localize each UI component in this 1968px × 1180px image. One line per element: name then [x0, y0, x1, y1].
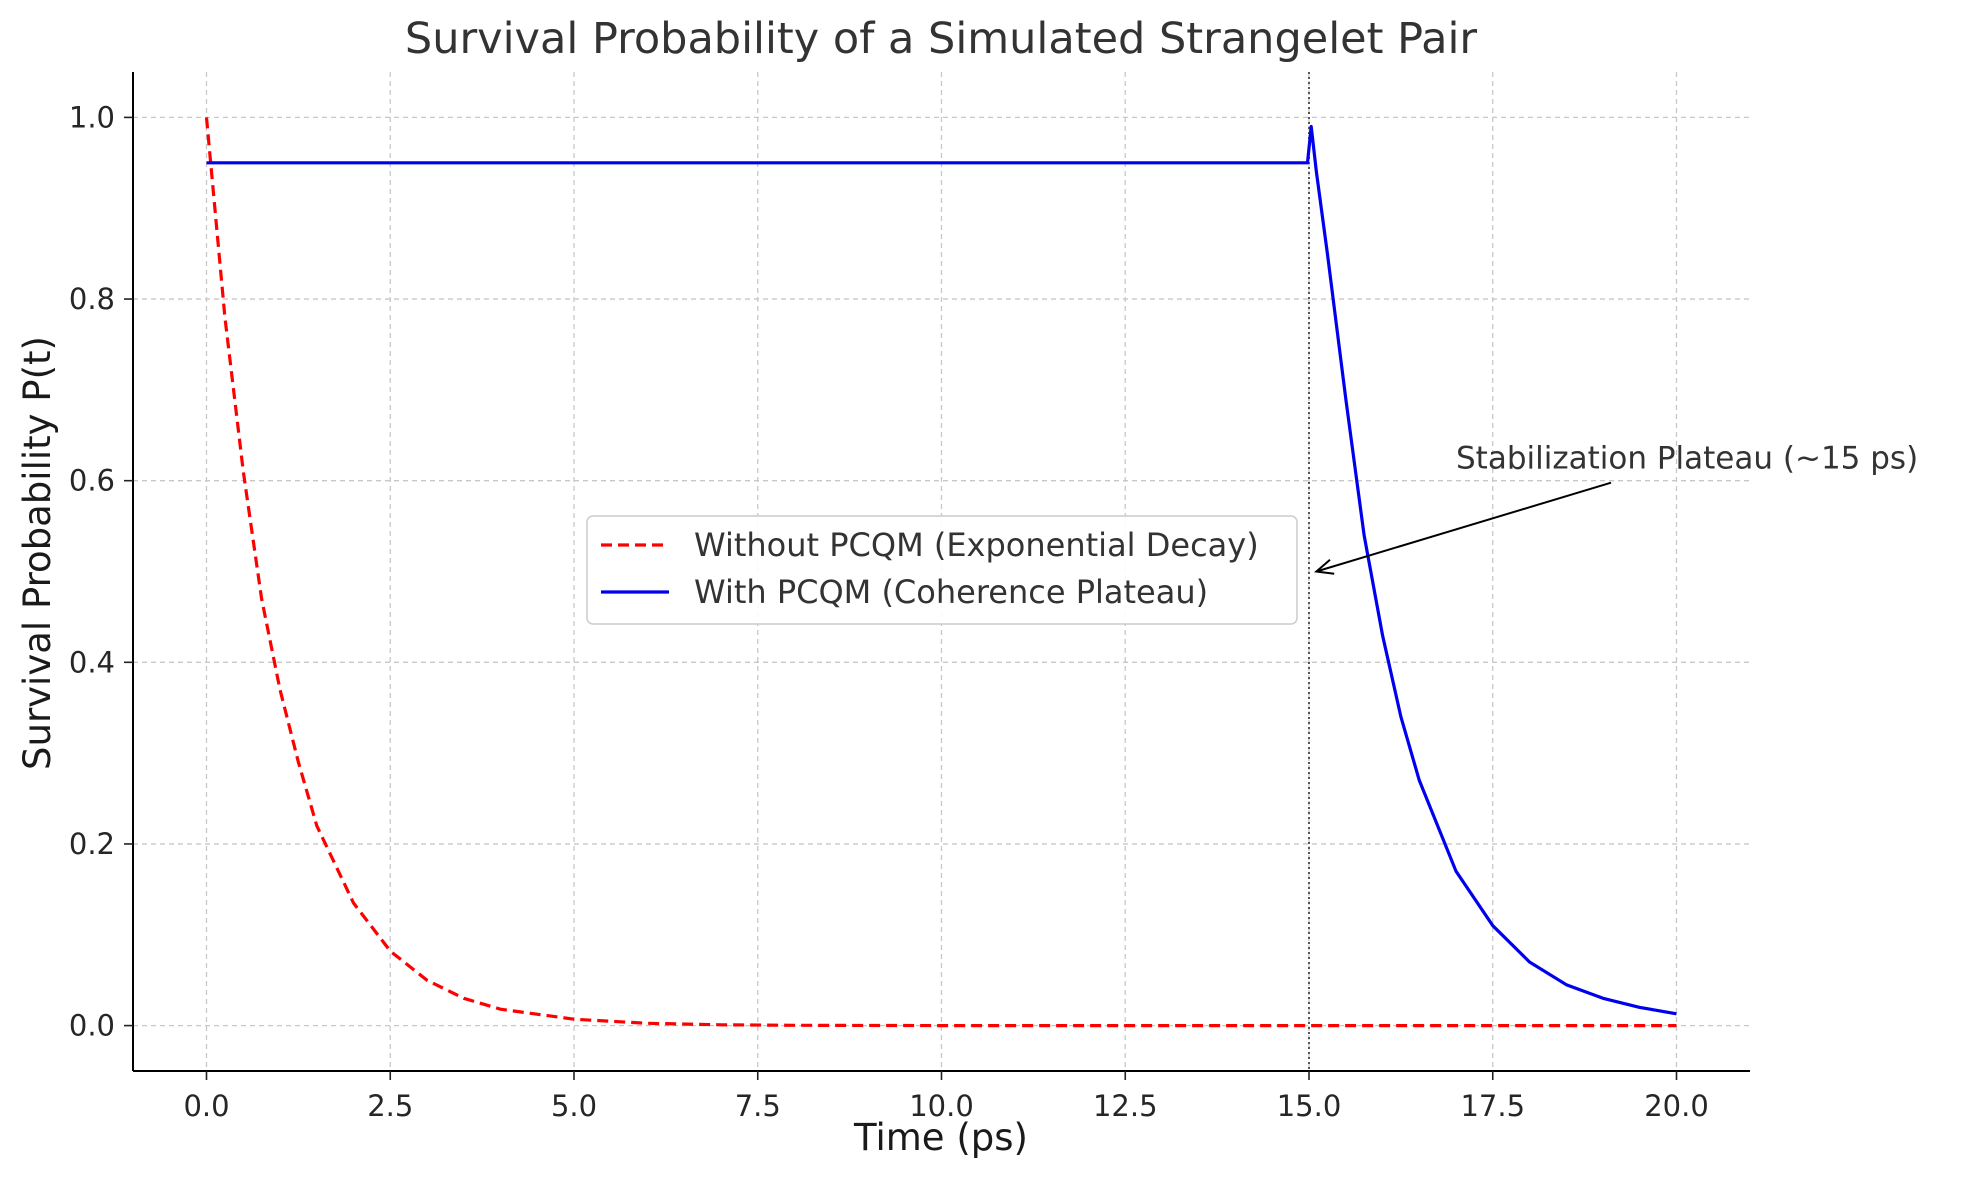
y-tick-label: 0.4 — [69, 645, 115, 679]
series-line-2 — [206, 124, 1677, 1016]
annotation-text: Stabilization Plateau (~15 ps) — [1456, 441, 1918, 477]
y-tick-label: 0.0 — [69, 1009, 115, 1043]
x-tick-label: 7.5 — [735, 1089, 781, 1123]
legend: Without PCQM (Exponential Decay) With PCQ… — [586, 515, 1298, 625]
annotation-arrow-head — [1314, 558, 1335, 575]
x-tick-label: 5.0 — [551, 1089, 597, 1123]
annotation-arrow-line — [1316, 481, 1612, 573]
y-tick-label: 0.8 — [69, 282, 115, 316]
y-tick-label: 0.6 — [69, 464, 115, 498]
x-tick-label: 2.5 — [367, 1089, 413, 1123]
x-tick-label: 15.0 — [1277, 1089, 1342, 1123]
y-tick-label: 1.0 — [69, 100, 115, 134]
y-tick-label: 0.2 — [69, 827, 115, 861]
series-group — [204, 117, 1677, 1028]
y-ticks: 0.0 0.2 0.4 0.6 0.8 1.0 — [69, 100, 133, 1043]
x-tick-label: 17.5 — [1460, 1089, 1525, 1123]
legend-label-1: Without PCQM (Exponential Decay) — [694, 526, 1259, 564]
chart-title: Survival Probability of a Simulated Stra… — [405, 14, 1478, 64]
x-tick-label: 0.0 — [183, 1089, 229, 1123]
x-ticks: 0.0 2.5 5.0 7.5 10.0 12.5 15.0 17.5 20.0 — [183, 1071, 1709, 1123]
x-axis-label: Time (ps) — [853, 1116, 1028, 1159]
y-axis-label: Survival Probability P(t) — [16, 336, 59, 770]
series-line-1 — [204, 117, 1677, 1028]
x-tick-label: 12.5 — [1093, 1089, 1158, 1123]
annotation: Stabilization Plateau (~15 ps) — [1314, 441, 1918, 575]
x-tick-label: 10.0 — [909, 1089, 974, 1123]
legend-label-2: With PCQM (Coherence Plateau) — [694, 573, 1208, 611]
x-tick-label: 20.0 — [1644, 1089, 1709, 1123]
legend-box — [586, 515, 1298, 625]
